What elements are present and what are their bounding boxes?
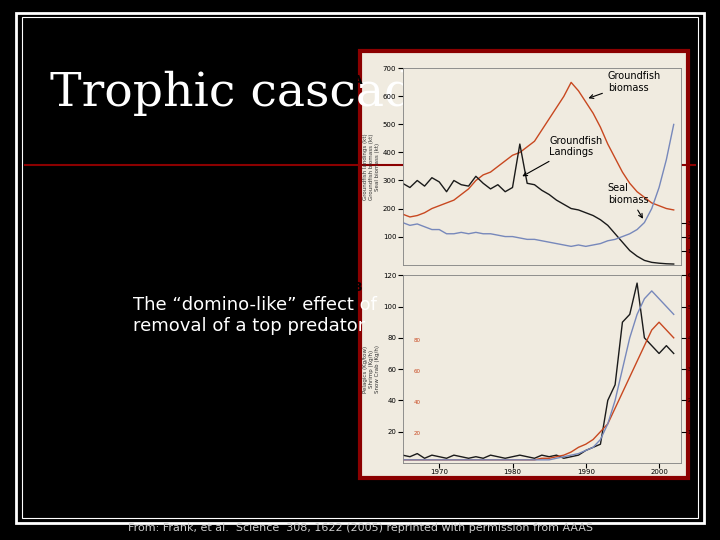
Text: From: Frank, et al.  Science  308, 1622 (2005) reprinted with permission from AA: From: Frank, et al. Science 308, 1622 (2… — [127, 523, 593, 533]
Text: 40: 40 — [413, 400, 420, 405]
Y-axis label: Groundfish landings (kt)
Groundfish biomass (kt)
Seal biomass (kt): Groundfish landings (kt) Groundfish biom… — [364, 133, 380, 200]
Y-axis label: Pelagics (Kg/tow)
Shrimp (Kg/h)
Snow Crab (Kg/h): Pelagics (Kg/tow) Shrimp (Kg/h) Snow Cra… — [364, 345, 380, 393]
Text: Seal
biomass: Seal biomass — [608, 183, 649, 218]
Text: Trophic cascades: Trophic cascades — [50, 70, 467, 116]
Text: A: A — [353, 75, 362, 87]
Text: 60: 60 — [413, 369, 420, 374]
Text: B: B — [353, 281, 362, 294]
Text: Groundfish
biomass: Groundfish biomass — [590, 71, 661, 98]
Text: 20: 20 — [413, 431, 420, 436]
Bar — [360, 51, 688, 478]
Text: 80: 80 — [413, 338, 420, 342]
Text: Groundfish
Landings: Groundfish Landings — [523, 136, 603, 176]
Text: The “domino-like” effect of
removal of a top predator: The “domino-like” effect of removal of a… — [133, 296, 377, 335]
